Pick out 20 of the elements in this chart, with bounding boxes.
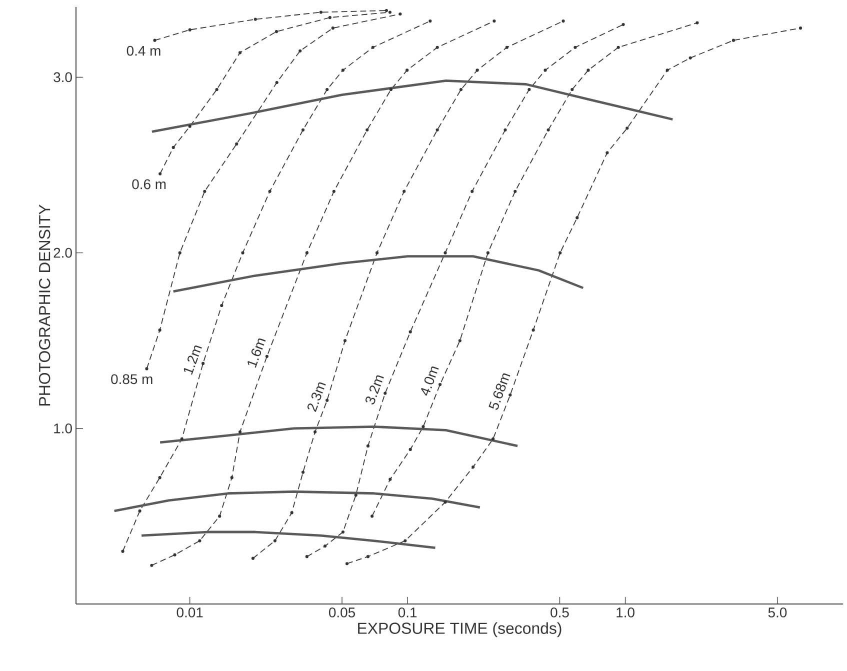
text: 2.3m xyxy=(307,382,326,412)
x-tick-label: 1.0 xyxy=(616,608,634,618)
series-label: 0.4 m xyxy=(126,46,160,56)
x-tick-label: 0.1 xyxy=(398,608,417,618)
x-tick-label: 0.5 xyxy=(550,608,569,618)
y-tick-label: 3.0 xyxy=(54,72,72,82)
series-label: 0.6 m xyxy=(132,179,166,190)
series-label: 0.85 m xyxy=(111,374,152,384)
x-tick-label: 0.05 xyxy=(328,608,356,618)
x-axis-title: EXPOSURE TIME (seconds) xyxy=(358,622,562,638)
y-tick-label: 2.0 xyxy=(54,248,72,258)
text: 5.68m xyxy=(488,373,510,410)
x-tick-label: 0.01 xyxy=(176,608,203,618)
y-tick-label: 1.0 xyxy=(54,423,72,434)
text: 1.6m xyxy=(248,338,266,368)
text: 1.2m xyxy=(184,346,202,375)
x-tick-label: 5.0 xyxy=(768,608,787,618)
text: 4.0m xyxy=(421,366,439,396)
text: 3.2m xyxy=(365,375,384,404)
y-axis-title: PHOTOGRAPHIC DENSITY xyxy=(38,204,50,406)
